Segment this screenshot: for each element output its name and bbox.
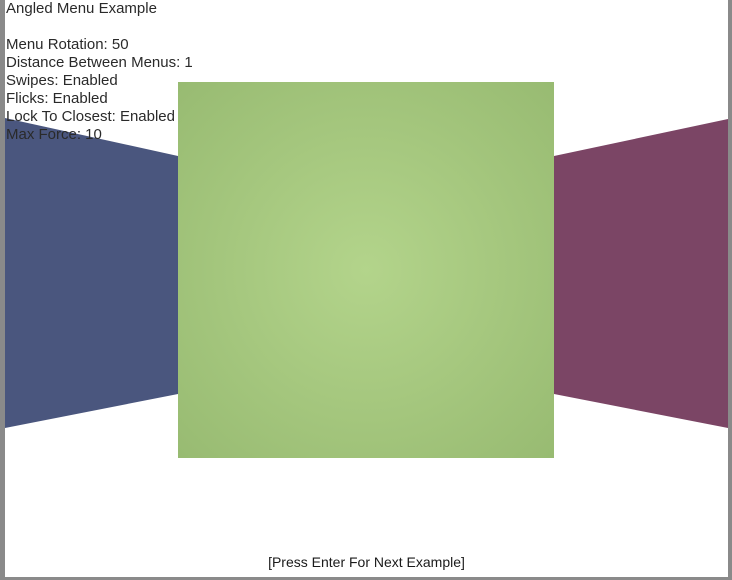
angled-menu-carousel[interactable]: [5, 0, 728, 577]
menu-panel-right[interactable]: [554, 119, 728, 428]
menu-panel-left[interactable]: [5, 118, 178, 428]
lock-to-closest-label: Lock To Closest: Enabled: [6, 108, 175, 125]
swipes-label: Swipes: Enabled: [6, 72, 118, 89]
menu-panel-center[interactable]: [178, 82, 554, 458]
menu-rotation-label: Menu Rotation: 50: [6, 36, 129, 53]
flicks-label: Flicks: Enabled: [6, 90, 108, 107]
distance-between-menus-label: Distance Between Menus: 1: [6, 54, 193, 71]
render-viewport[interactable]: Angled Menu Example Menu Rotation: 50 Di…: [5, 0, 728, 577]
max-force-label: Max Force: 10: [6, 126, 102, 143]
next-example-prompt: [Press Enter For Next Example]: [268, 554, 465, 570]
example-title: Angled Menu Example: [6, 0, 157, 17]
